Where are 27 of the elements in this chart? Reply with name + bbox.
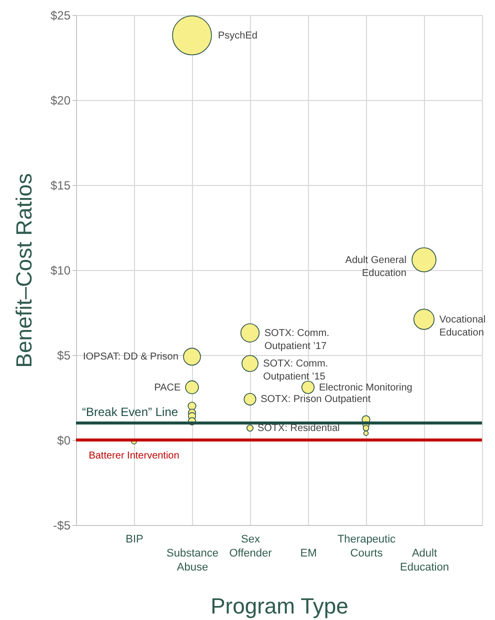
series-label: SOTX: Comm. Outpatient ’17 [264, 328, 330, 352]
y-tick-label: $25 [50, 8, 71, 22]
series-label: SOTX: Prison Outpatient [260, 394, 371, 406]
series-label: PACE [154, 382, 182, 394]
x-tick-label: Therapeutic Courts [337, 534, 396, 560]
ref-line-label: “Break Even” Line [82, 405, 178, 419]
x-tick-label: EM [300, 548, 317, 560]
series-label: Vocational Education [439, 314, 486, 338]
series-label: Batterer Intervention [88, 450, 180, 462]
series-label: Adult General Education [345, 254, 406, 279]
x-axis-title: Program Type [210, 594, 348, 618]
y-tick-label: $5 [57, 348, 71, 362]
series-label: SOTX: Residential [257, 423, 340, 434]
series-label: PsychEd [218, 30, 258, 42]
x-tick-label: BIP [126, 534, 144, 546]
y-axis-title: Benefit–Cost Ratios [11, 173, 36, 368]
series-label: Electronic Monitoring [318, 382, 412, 394]
series-label: IOPSAT: DD & Prison [83, 352, 178, 363]
series-label: SOTX: Comm. Outpatient ’15 [263, 358, 328, 382]
y-tick-label: $10 [50, 264, 71, 278]
y-tick-label: -$5 [53, 518, 71, 532]
y-tick-label: $15 [50, 178, 71, 192]
y-tick-label: $0 [57, 434, 71, 448]
y-tick-label: $20 [50, 94, 71, 108]
x-tick-label: Adult Education [400, 548, 449, 574]
x-tick-label: Substance Abuse [166, 548, 218, 574]
x-tick-label: Sex Offender [229, 534, 272, 560]
